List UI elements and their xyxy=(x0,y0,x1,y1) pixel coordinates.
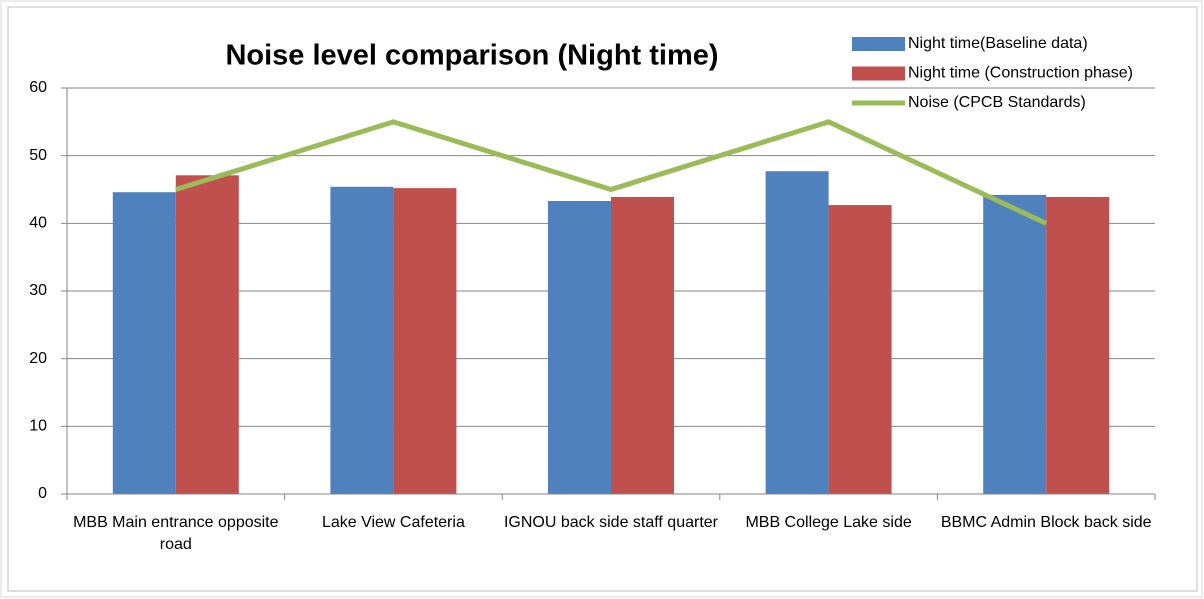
bar xyxy=(112,192,176,494)
bar xyxy=(611,196,674,494)
legend-label: Night time(Baseline data) xyxy=(908,35,1088,52)
legend-label: Night time (Construction phase) xyxy=(908,65,1133,82)
bar xyxy=(1046,196,1110,494)
y-tick-label: 20 xyxy=(29,350,47,367)
bar xyxy=(765,171,829,495)
legend-swatch xyxy=(852,66,905,81)
x-tick-label: BBMC Admin Block back side xyxy=(940,514,1152,531)
chart-title: Noise level comparison (Night time) xyxy=(225,40,718,72)
legend-swatch xyxy=(852,37,905,51)
y-tick-label: 30 xyxy=(29,282,47,299)
line xyxy=(175,119,1048,226)
bar xyxy=(828,205,892,494)
chart-border xyxy=(7,6,1198,592)
y-tick-label: 50 xyxy=(29,147,47,164)
x-tick-label: MBB College Lake side xyxy=(745,514,912,531)
bar xyxy=(983,194,1047,494)
x-label-box: Lake View Cafeteria xyxy=(321,514,465,531)
y-tick-label: 10 xyxy=(29,418,47,435)
y-tick-label: 0 xyxy=(38,485,47,502)
bar xyxy=(330,186,394,494)
bar xyxy=(548,201,611,494)
x-label-box: MBB Main entrance opposite road xyxy=(73,514,279,553)
x-tick-label: MBB Main entrance opposite road xyxy=(73,514,279,553)
x-tick-label: IGNOU back side staff quarter xyxy=(503,514,718,531)
y-tick-label: 60 xyxy=(29,79,47,96)
bar xyxy=(393,188,457,494)
legend-label: Noise (CPCB Standards) xyxy=(908,94,1086,111)
bar xyxy=(175,175,239,495)
x-tick-label: Lake View Cafeteria xyxy=(321,514,465,531)
x-label-box: IGNOU back side staff quarter xyxy=(503,514,718,531)
x-label-box: MBB College Lake side xyxy=(745,514,912,531)
y-tick-label: 40 xyxy=(29,215,47,232)
x-label-box: BBMC Admin Block back side xyxy=(940,514,1152,531)
